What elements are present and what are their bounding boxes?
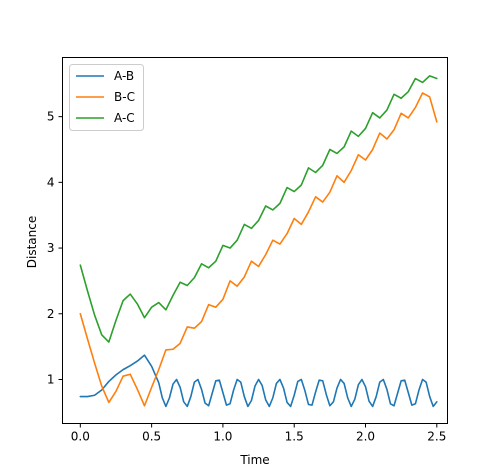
y-tick-label: 5 (47, 110, 55, 124)
x-tick-label: 1.0 (213, 430, 232, 444)
x-tick-label: 0.5 (142, 430, 161, 444)
x-tick-label: 0.0 (71, 430, 90, 444)
legend-label-a-c: A-C (114, 111, 135, 125)
plot-frame (62, 57, 448, 424)
y-tick-label: 1 (47, 372, 55, 386)
legend: A-B B-C A-C (69, 64, 144, 131)
x-axis: 0.0 0.5 1.0 1.5 2.0 2.5 (71, 423, 446, 444)
x-tick-label: 2.5 (427, 430, 446, 444)
series-line-b-c (79, 92, 438, 407)
x-tick-label: 1.5 (285, 430, 304, 444)
x-tick-label: 2.0 (356, 430, 375, 444)
y-tick-label: 4 (47, 175, 55, 189)
y-tick-label: 2 (47, 307, 55, 321)
series-layer (79, 75, 438, 408)
y-axis-label: Distance (25, 216, 39, 268)
legend-label-b-c: B-C (114, 90, 135, 104)
legend-label-a-b: A-B (114, 69, 134, 83)
legend-box (69, 64, 144, 131)
x-axis-label: Time (239, 453, 269, 467)
series-line-a-b (79, 354, 438, 408)
y-axis: 1 2 3 4 5 (47, 110, 63, 386)
y-tick-label: 3 (47, 241, 55, 255)
series-line-a-c (79, 75, 438, 343)
